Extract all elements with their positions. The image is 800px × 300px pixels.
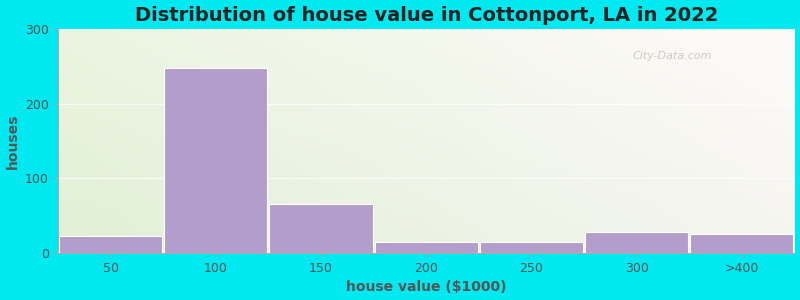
Bar <box>585 232 688 253</box>
Title: Distribution of house value in Cottonport, LA in 2022: Distribution of house value in Cottonpor… <box>134 6 718 25</box>
Bar <box>59 236 162 253</box>
Y-axis label: houses: houses <box>6 113 19 169</box>
X-axis label: house value ($1000): house value ($1000) <box>346 280 506 294</box>
Bar <box>270 204 373 253</box>
Text: City-Data.com: City-Data.com <box>633 51 712 61</box>
Bar <box>690 234 794 253</box>
Bar <box>480 242 583 253</box>
Bar <box>164 68 267 253</box>
Bar <box>374 242 478 253</box>
